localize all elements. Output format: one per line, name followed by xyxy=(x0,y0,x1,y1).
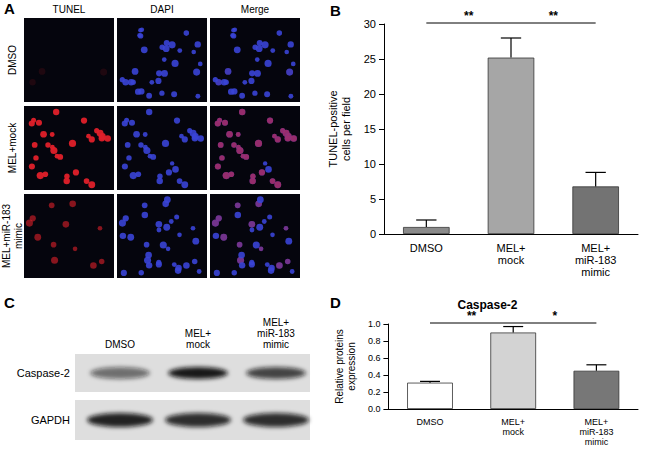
svg-text:20: 20 xyxy=(364,88,376,100)
svg-text:TUNEL: TUNEL xyxy=(53,4,86,15)
html-text:D: D xyxy=(330,294,341,311)
svg-text:MEL+: MEL+ xyxy=(501,417,525,427)
svg-text:0.0: 0.0 xyxy=(368,404,381,414)
svg-text:Caspase-2: Caspase-2 xyxy=(17,367,70,379)
svg-text:0.6: 0.6 xyxy=(368,353,381,363)
svg-text:1.0: 1.0 xyxy=(368,319,381,329)
svg-text:**: ** xyxy=(464,9,474,23)
svg-text:Caspase-2: Caspase-2 xyxy=(457,298,517,312)
svg-text:DMSO: DMSO xyxy=(105,339,135,350)
svg-text:DAPI: DAPI xyxy=(150,4,173,15)
svg-text:GAPDH: GAPDH xyxy=(31,414,70,426)
svg-text:TUNEL-positive: TUNEL-positive xyxy=(327,90,339,167)
svg-text:30: 30 xyxy=(364,18,376,30)
svg-text:Relative proteins: Relative proteins xyxy=(334,329,345,403)
svg-text:miR-183: miR-183 xyxy=(575,254,617,266)
svg-text:expression: expression xyxy=(346,342,357,390)
html-text:B: B xyxy=(330,2,341,19)
svg-text:MEL+miR-183mimic: MEL+miR-183mimic xyxy=(1,203,24,268)
svg-text:cells per field: cells per field xyxy=(340,97,352,161)
svg-text:DMSO: DMSO xyxy=(410,242,443,254)
svg-text:mock: mock xyxy=(498,254,525,266)
svg-text:25: 25 xyxy=(364,53,376,65)
svg-text:MEL+: MEL+ xyxy=(496,242,525,254)
svg-text:0.2: 0.2 xyxy=(368,387,381,397)
svg-text:0: 0 xyxy=(370,228,376,240)
svg-text:*: * xyxy=(552,309,557,323)
svg-text:0.4: 0.4 xyxy=(368,370,381,380)
svg-text:C: C xyxy=(4,294,15,311)
svg-text:MEL+: MEL+ xyxy=(581,242,610,254)
svg-text:DMSO: DMSO xyxy=(417,417,444,427)
svg-text:15: 15 xyxy=(364,123,376,135)
svg-text:miR-183: miR-183 xyxy=(579,427,613,437)
svg-text:MEL+: MEL+ xyxy=(585,417,609,427)
svg-text:mock: mock xyxy=(502,427,524,437)
svg-text:5: 5 xyxy=(370,193,376,205)
svg-text:miR-183: miR-183 xyxy=(257,328,295,339)
svg-text:mimic: mimic xyxy=(585,437,609,447)
svg-text:mimic: mimic xyxy=(581,266,610,278)
svg-text:0.8: 0.8 xyxy=(368,336,381,346)
svg-text:MEL+: MEL+ xyxy=(263,317,290,328)
svg-text:**: ** xyxy=(549,9,559,23)
svg-text:10: 10 xyxy=(364,158,376,170)
svg-text:mimic: mimic xyxy=(263,339,289,350)
svg-text:MEL+: MEL+ xyxy=(185,328,212,339)
svg-text:mock: mock xyxy=(186,339,211,350)
svg-text:A: A xyxy=(4,0,15,17)
svg-text:Merge: Merge xyxy=(241,4,270,15)
svg-text:DMSO: DMSO xyxy=(7,45,18,75)
svg-text:MEL+mock: MEL+mock xyxy=(7,122,18,173)
